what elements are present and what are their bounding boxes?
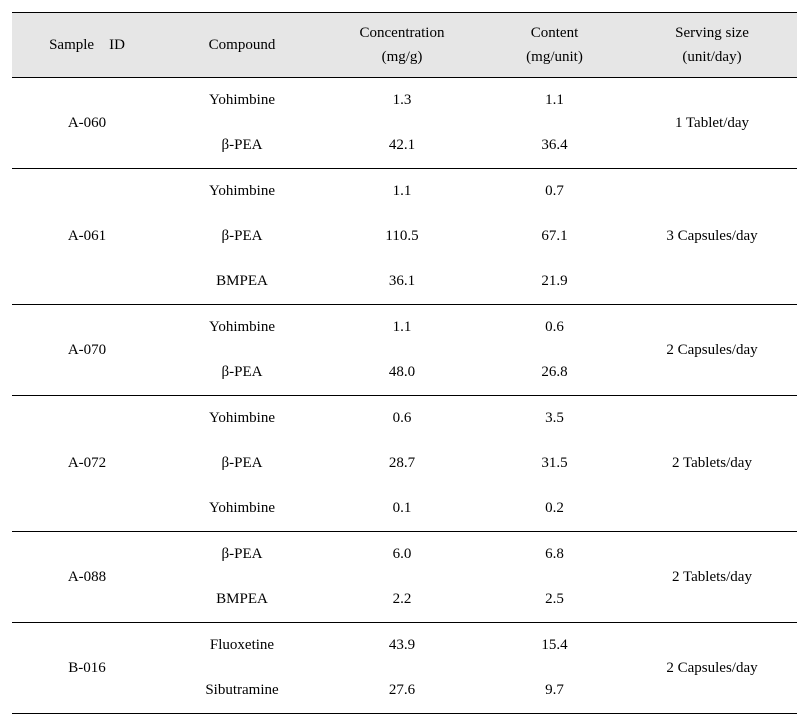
cell-content: 0.2 <box>482 486 627 532</box>
cell-sample-id: A-072 <box>12 396 162 532</box>
cell-serving: 2 Capsules/day <box>627 623 797 714</box>
cell-concentration: 28.7 <box>322 441 482 486</box>
cell-concentration: 27.6 <box>322 668 482 714</box>
col-label: Content <box>531 25 579 41</box>
cell-concentration: 36.1 <box>322 259 482 305</box>
cell-serving: 3 Capsules/day <box>627 169 797 305</box>
col-label: Concentration <box>360 25 445 41</box>
cell-content: 6.8 <box>482 532 627 578</box>
cell-content: 3.5 <box>482 396 627 442</box>
cell-content: 26.8 <box>482 350 627 396</box>
cell-concentration: 110.5 <box>322 214 482 259</box>
cell-compound: BMPEA <box>162 577 322 623</box>
table-header: Sample ID Compound Concentration (mg/g) … <box>12 13 797 78</box>
cell-compound: Yohimbine <box>162 305 322 351</box>
cell-sample-id: B-016 <box>12 623 162 714</box>
cell-content: 0.7 <box>482 169 627 215</box>
cell-compound: β-PEA <box>162 350 322 396</box>
cell-sample-id: A-070 <box>12 305 162 396</box>
cell-compound: β-PEA <box>162 441 322 486</box>
cell-content: 67.1 <box>482 214 627 259</box>
cell-compound: Yohimbine <box>162 78 322 124</box>
cell-concentration: 0.1 <box>322 486 482 532</box>
col-sublabel: (mg/g) <box>382 49 423 65</box>
cell-concentration: 43.9 <box>322 623 482 669</box>
cell-concentration: 1.3 <box>322 78 482 124</box>
table-row: A-060Yohimbine1.31.11 Tablet/day <box>12 78 797 124</box>
cell-compound: Yohimbine <box>162 396 322 442</box>
col-concentration: Concentration (mg/g) <box>322 13 482 78</box>
cell-compound: BMPEA <box>162 259 322 305</box>
cell-concentration: 2.2 <box>322 577 482 623</box>
col-compound: Compound <box>162 13 322 78</box>
col-sublabel: (mg/unit) <box>526 49 583 65</box>
cell-content: 36.4 <box>482 123 627 169</box>
cell-content: 2.5 <box>482 577 627 623</box>
compound-table: Sample ID Compound Concentration (mg/g) … <box>12 12 797 714</box>
cell-concentration: 1.1 <box>322 305 482 351</box>
table-body: A-060Yohimbine1.31.11 Tablet/dayβ-PEA42.… <box>12 78 797 714</box>
cell-content: 15.4 <box>482 623 627 669</box>
cell-compound: Yohimbine <box>162 486 322 532</box>
col-sample-id: Sample ID <box>12 13 162 78</box>
cell-compound: Yohimbine <box>162 169 322 215</box>
cell-compound: β-PEA <box>162 214 322 259</box>
cell-serving: 2 Tablets/day <box>627 532 797 623</box>
cell-serving: 1 Tablet/day <box>627 78 797 169</box>
cell-concentration: 48.0 <box>322 350 482 396</box>
table-row: A-088β-PEA6.06.82 Tablets/day <box>12 532 797 578</box>
col-serving: Serving size (unit/day) <box>627 13 797 78</box>
col-sublabel: (unit/day) <box>682 49 741 65</box>
cell-concentration: 42.1 <box>322 123 482 169</box>
col-content: Content (mg/unit) <box>482 13 627 78</box>
cell-content: 21.9 <box>482 259 627 305</box>
table-row: A-070Yohimbine1.10.62 Capsules/day <box>12 305 797 351</box>
cell-serving: 2 Tablets/day <box>627 396 797 532</box>
table-row: A-072Yohimbine0.63.52 Tablets/day <box>12 396 797 442</box>
cell-compound: β-PEA <box>162 532 322 578</box>
col-label: Compound <box>209 37 276 53</box>
cell-content: 31.5 <box>482 441 627 486</box>
cell-compound: β-PEA <box>162 123 322 169</box>
cell-content: 0.6 <box>482 305 627 351</box>
table-row: A-061Yohimbine1.10.73 Capsules/day <box>12 169 797 215</box>
cell-content: 9.7 <box>482 668 627 714</box>
col-label: Sample ID <box>49 37 125 53</box>
table-row: B-016Fluoxetine43.915.42 Capsules/day <box>12 623 797 669</box>
cell-compound: Fluoxetine <box>162 623 322 669</box>
cell-concentration: 6.0 <box>322 532 482 578</box>
cell-compound: Sibutramine <box>162 668 322 714</box>
cell-serving: 2 Capsules/day <box>627 305 797 396</box>
cell-content: 1.1 <box>482 78 627 124</box>
cell-sample-id: A-061 <box>12 169 162 305</box>
cell-concentration: 0.6 <box>322 396 482 442</box>
col-label: Serving size <box>675 25 749 41</box>
cell-sample-id: A-088 <box>12 532 162 623</box>
cell-concentration: 1.1 <box>322 169 482 215</box>
cell-sample-id: A-060 <box>12 78 162 169</box>
